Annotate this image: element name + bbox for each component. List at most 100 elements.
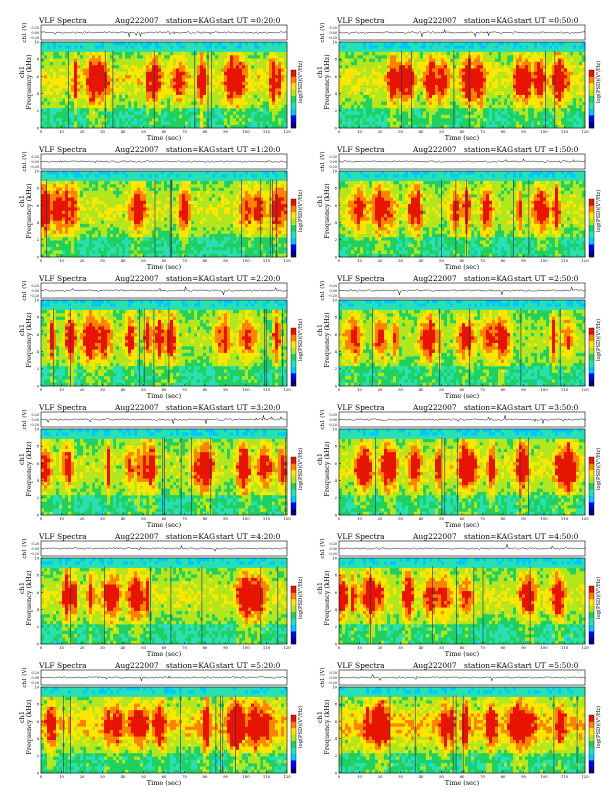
spectrogram-cell <box>140 197 143 201</box>
spectrogram-cell <box>507 121 510 125</box>
spectrogram-cell <box>92 204 95 208</box>
spectrogram-cell <box>80 49 83 53</box>
spectrogram-cell <box>197 49 200 53</box>
spectrogram-cell <box>128 244 131 248</box>
spectrogram-cell <box>519 98 522 102</box>
spectrogram-cell <box>462 72 465 76</box>
spectrogram-cell <box>507 88 510 92</box>
spectrogram-cell <box>107 75 110 79</box>
spectrogram-cell <box>113 214 116 218</box>
spectrogram-cell <box>375 111 378 115</box>
spectrogram-cell <box>167 88 170 92</box>
spectrogram-cell <box>567 78 570 82</box>
spectrogram-cell <box>531 108 534 112</box>
spectrogram-cell <box>53 68 56 72</box>
spectrogram-cell <box>281 118 284 122</box>
spectrogram-cell <box>95 171 98 175</box>
spectrogram-cell <box>119 224 122 228</box>
spectrogram-cell <box>555 45 558 49</box>
spectrogram-cell <box>531 98 534 102</box>
spectrogram-cell <box>489 82 492 86</box>
spectrogram-cell <box>378 95 381 99</box>
spectrogram-cell <box>122 115 125 119</box>
spectrogram-cell <box>53 181 56 185</box>
spectrogram-cell <box>495 102 498 106</box>
spectrogram-cell <box>474 111 477 115</box>
spectrogram-cell <box>164 98 167 102</box>
spectrogram-cell <box>116 49 119 53</box>
spectrogram-cell <box>62 59 65 63</box>
spectrogram-cell <box>218 52 221 56</box>
spectrogram-cell <box>116 42 119 46</box>
spectrogram-cell <box>245 42 248 46</box>
spectrogram-cell <box>161 55 164 59</box>
spectrogram-cell <box>131 72 134 76</box>
spectrogram-cell <box>275 45 278 49</box>
spectrogram-cell <box>384 115 387 119</box>
spectrogram-cell <box>182 75 185 79</box>
spectrogram-cell <box>441 98 444 102</box>
spectrogram-cell <box>215 75 218 79</box>
spectrogram-cell <box>447 92 450 96</box>
spectrogram-cell <box>260 42 263 46</box>
spectrogram-cell <box>555 108 558 112</box>
spectrogram-cell <box>468 85 471 89</box>
spectrogram-cell <box>501 78 504 82</box>
spectrogram-cell <box>573 82 576 86</box>
spectrogram-cell <box>113 237 116 241</box>
spectrogram-cell <box>47 211 50 215</box>
spectrogram-cell <box>122 78 125 82</box>
y-tick-label: 6 <box>37 74 40 79</box>
spectrogram-cell <box>251 65 254 69</box>
spectrogram-cell <box>477 72 480 76</box>
spectrogram-cell <box>489 45 492 49</box>
spectrogram-cell <box>77 214 80 218</box>
spectrogram-cell <box>266 78 269 82</box>
spectrogram-cell <box>146 108 149 112</box>
spectrogram-cell <box>104 244 107 248</box>
spectrogram-cell <box>170 98 173 102</box>
spectrogram-cell <box>381 68 384 72</box>
spectrogram-cell <box>77 237 80 241</box>
spectrogram-cell <box>441 95 444 99</box>
spectrogram-cell <box>80 221 83 225</box>
spectrogram-cell <box>269 82 272 86</box>
spectrogram-cell <box>242 65 245 69</box>
spectrogram-cell <box>447 59 450 63</box>
spectrogram-cell <box>546 72 549 76</box>
spectrogram-cell <box>453 55 456 59</box>
spectrogram-cell <box>101 234 104 238</box>
spectrogram-cell <box>113 55 116 59</box>
spectrogram-cell <box>50 250 53 254</box>
spectrogram-cell <box>71 55 74 59</box>
spectrogram-cell <box>137 62 140 66</box>
amp-axis-label: ch1 (V) <box>319 22 326 42</box>
spectrogram-cell <box>510 49 513 53</box>
spectrogram-cell <box>143 108 146 112</box>
spectrogram-cell <box>420 52 423 56</box>
spectrogram-cell <box>149 52 152 56</box>
spectrogram-cell <box>116 224 119 228</box>
spectrogram-cell <box>381 52 384 56</box>
spectrogram-cell <box>56 102 59 106</box>
spectrogram-cell <box>74 105 77 109</box>
spectrogram-cell <box>89 45 92 49</box>
spectrogram-cell <box>182 92 185 96</box>
spectrogram-cell <box>194 121 197 125</box>
colorbar-segment <box>589 115 594 122</box>
spectrogram-cell <box>396 85 399 89</box>
spectrogram-cell <box>510 55 513 59</box>
spectrogram-cell <box>504 88 507 92</box>
spectrogram-cell <box>402 95 405 99</box>
spectrogram-cell <box>564 95 567 99</box>
spectrogram-cell <box>233 62 236 66</box>
spectrogram-cell <box>212 92 215 96</box>
spectrogram-cell <box>131 181 134 185</box>
spectrogram-cell <box>375 118 378 122</box>
spectrogram-cell <box>74 62 77 66</box>
spectrogram-cell <box>191 98 194 102</box>
spectrogram-cell <box>125 92 128 96</box>
spectrogram-cell <box>56 231 59 235</box>
spectrogram-cell <box>489 105 492 109</box>
spectrogram-cell <box>44 75 47 79</box>
